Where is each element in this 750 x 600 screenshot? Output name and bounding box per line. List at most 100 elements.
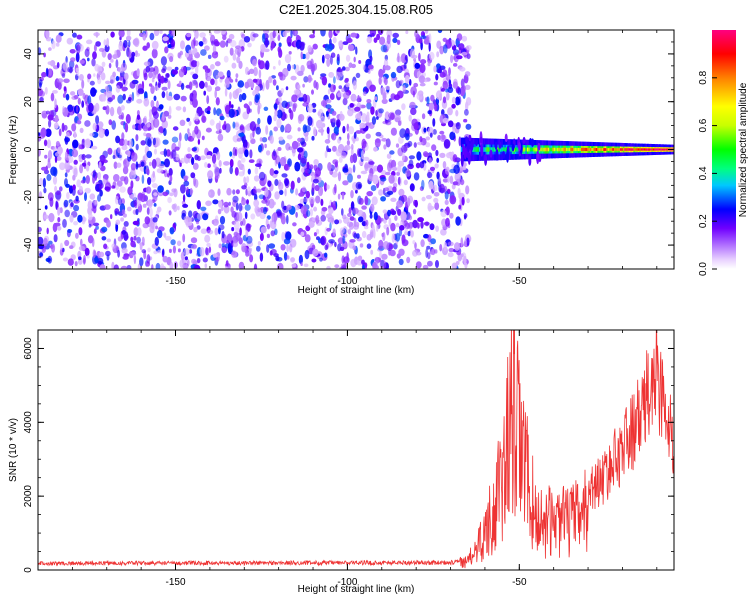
noise-blob [309,208,314,217]
noise-blob [312,108,317,113]
noise-blob [353,131,357,140]
noise-blob [342,235,346,244]
noise-blob [217,188,221,196]
noise-blob [381,170,387,177]
noise-blob [369,213,373,219]
noise-blob [59,162,66,171]
noise-blob [300,231,305,237]
bottom-y-axis-label: SNR (10 * v/v) [8,418,19,482]
noise-blob [465,123,472,130]
colorbar-ticks: 0.00.20.40.60.8 [698,70,717,276]
noise-blob [334,241,337,248]
noise-blob [57,81,62,91]
noise-blob [326,58,331,67]
noise-blob [78,245,86,251]
signal-cell [492,147,495,152]
noise-blob [54,114,59,123]
noise-blob [107,53,112,61]
noise-blob [283,251,288,261]
noise-blob [373,37,378,43]
noise-blob [118,76,125,81]
x-tick-label: -100 [337,577,357,588]
noise-blob [79,185,83,193]
noise-blob [152,71,156,80]
noise-blob [347,173,353,183]
noise-blob [225,260,229,267]
noise-blob [171,149,177,160]
noise-blob [289,110,294,120]
noise-blob [398,248,405,256]
noise-blob [214,78,218,86]
noise-blob [265,198,270,207]
noise-blob [214,166,220,177]
noise-blob [103,243,108,250]
noise-blob [51,40,56,50]
signal-strand [502,150,506,159]
noise-blob [133,37,140,48]
noise-blob [452,123,456,133]
snr-frame [37,329,675,571]
noise-blob [304,169,311,174]
noise-blob [365,133,371,139]
noise-blob [380,44,388,53]
noise-blob [143,132,147,137]
noise-blob [268,243,276,249]
signal-cell [568,147,571,152]
noise-blob [329,93,335,100]
noise-blob [405,133,410,141]
noise-blob [191,258,197,265]
noise-blob [320,198,324,206]
noise-blob [432,118,436,127]
noise-blob [57,217,61,223]
noise-blob [59,242,63,251]
noise-blob [417,217,424,223]
noise-blob [105,80,111,85]
noise-blob [141,174,145,184]
noise-blob [300,51,303,60]
noise-blob [386,34,391,45]
signal-cell [513,147,516,152]
noise-blob [208,246,212,253]
noise-blob [205,70,208,80]
noise-blob [459,66,466,72]
noise-blob [128,138,133,149]
noise-blob [342,167,349,173]
noise-blob [194,154,199,161]
noise-blob [329,55,333,65]
noise-blob [291,140,299,150]
noise-blob [150,219,155,230]
noise-blob [231,104,234,109]
noise-blob [149,207,153,218]
noise-blob [115,59,119,69]
noise-blob [391,210,397,216]
noise-blob [432,184,438,192]
noise-blob [75,232,79,239]
noise-blob [448,247,455,253]
noise-blob [281,173,288,178]
noise-blob [146,42,150,49]
noise-blob [286,134,293,140]
noise-blob [399,128,407,139]
noise-blob [210,78,215,86]
noise-blob [47,61,53,65]
noise-blob [336,30,340,33]
noise-blob [279,156,287,167]
noise-blob [66,192,70,200]
noise-blob [38,79,43,86]
signal-cell [594,148,597,151]
noise-blob [397,208,402,216]
noise-blob [216,151,221,161]
noise-blob [111,185,116,189]
noise-blob [43,139,48,147]
chart-title: C2E1.2025.304.15.08.R05 [279,2,433,17]
noise-blob [277,147,282,151]
noise-blob [245,223,251,232]
noise-blob [412,90,416,98]
noise-blob [230,206,234,213]
noise-blob [228,33,235,40]
noise-blob [311,258,317,263]
noise-blob [73,221,79,226]
noise-blob [351,63,356,69]
signal-cell [606,148,609,151]
noise-blob [327,217,335,223]
